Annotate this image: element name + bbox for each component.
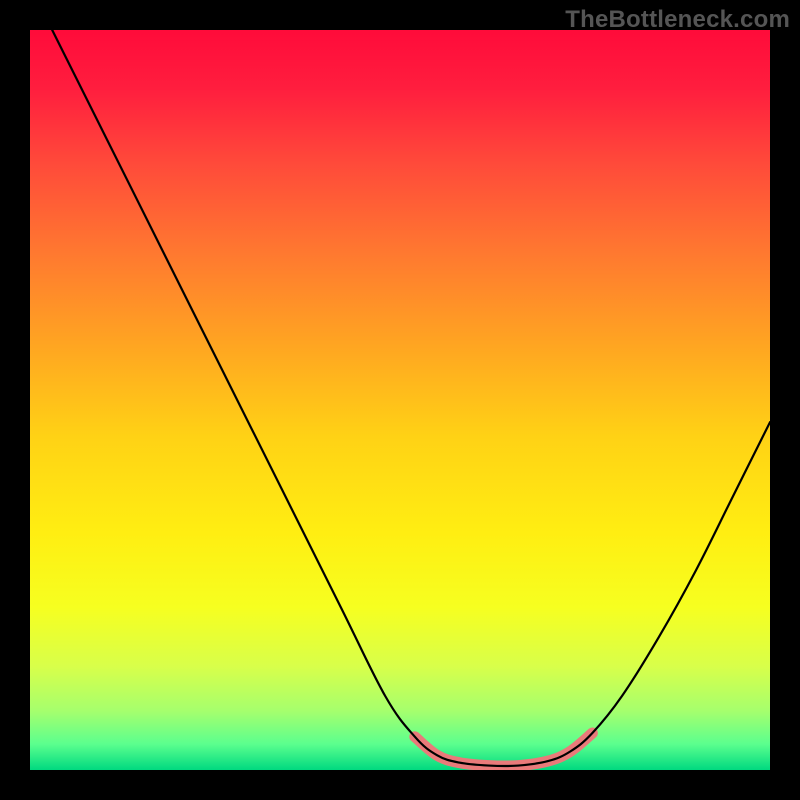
- bottleneck-chart: [0, 0, 800, 800]
- gradient-background: [30, 30, 770, 770]
- chart-container: TheBottleneck.com: [0, 0, 800, 800]
- watermark-text: TheBottleneck.com: [565, 6, 790, 34]
